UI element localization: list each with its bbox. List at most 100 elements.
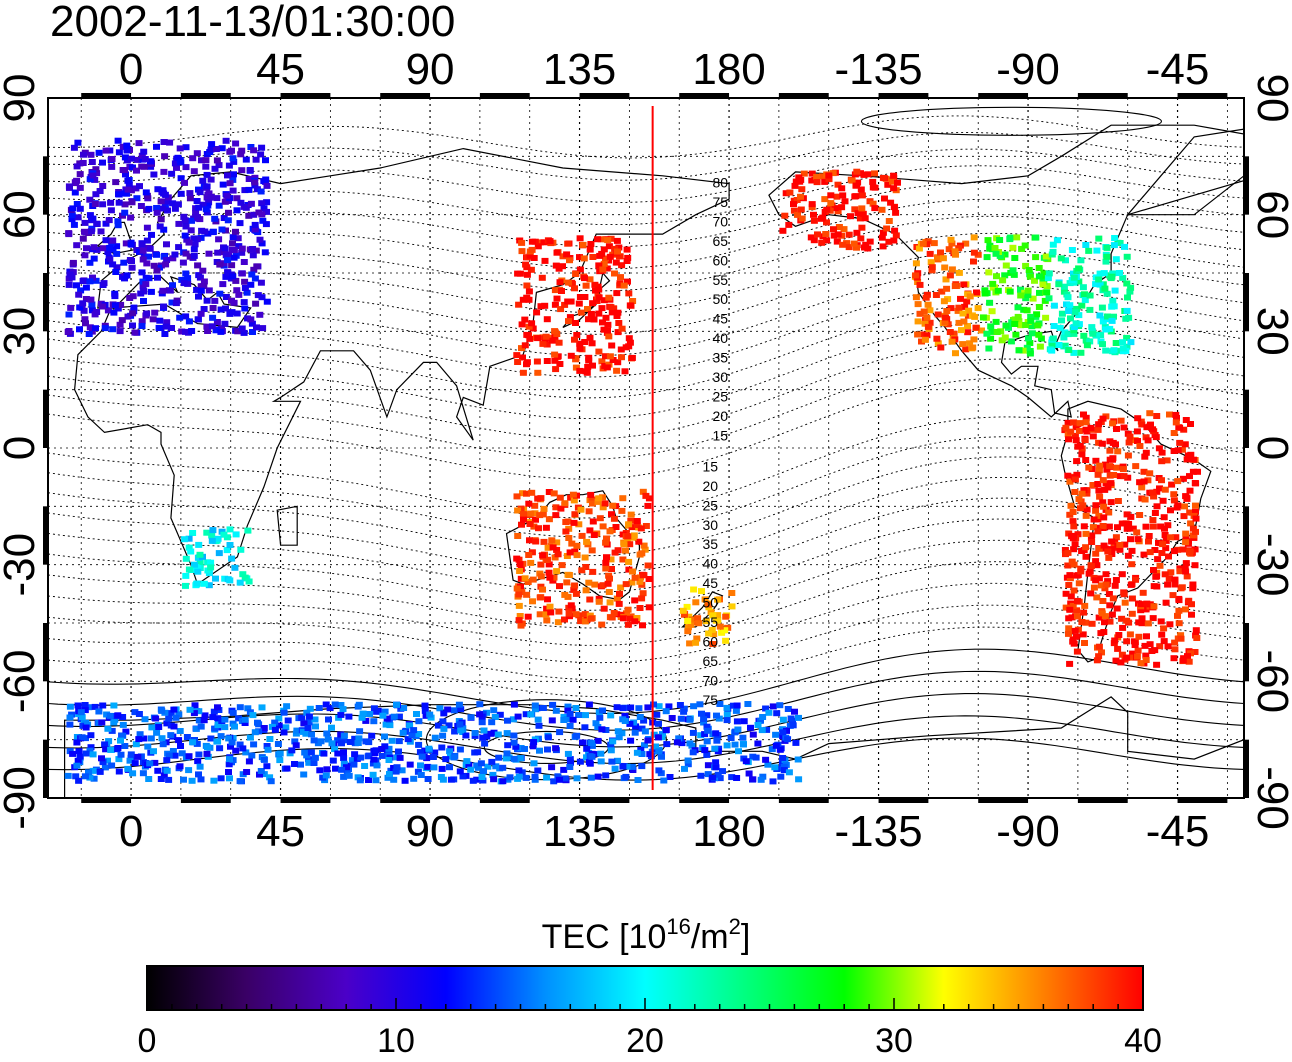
tec-cell <box>189 155 197 162</box>
tec-cell <box>121 201 129 208</box>
tec-cell <box>1095 487 1103 494</box>
tec-cell <box>531 773 539 780</box>
tec-cell <box>175 711 183 718</box>
tec-cell <box>633 522 641 528</box>
tec-cell <box>1134 647 1142 654</box>
tec-cell <box>527 711 535 718</box>
tec-cell <box>514 359 522 365</box>
tec-cell <box>259 217 267 224</box>
frame-tick-top <box>579 93 630 98</box>
tec-cell <box>1092 281 1100 288</box>
tec-cell <box>1119 624 1127 631</box>
tec-cell <box>776 746 784 753</box>
tec-cell <box>233 310 241 317</box>
tec-cell <box>390 713 398 720</box>
tec-cell <box>561 775 569 782</box>
tec-cell <box>602 565 610 572</box>
tec-cell <box>135 711 143 717</box>
tec-cell <box>519 511 527 518</box>
tec-cell <box>625 290 633 297</box>
tec-cell <box>176 145 184 152</box>
tec-cell <box>365 777 372 783</box>
tec-cell <box>1105 509 1113 516</box>
tec-cell <box>346 739 354 745</box>
tec-cell <box>89 767 97 774</box>
tec-cell <box>571 285 578 292</box>
tec-cell <box>1170 548 1178 555</box>
tec-cell <box>437 774 445 780</box>
tec-cell <box>75 777 83 784</box>
tec-cell <box>131 329 139 336</box>
tec-cell <box>1111 287 1119 294</box>
tec-cell <box>1169 592 1177 599</box>
tec-cell <box>541 257 549 264</box>
tec-cell <box>1107 480 1115 487</box>
tec-cell <box>843 240 851 247</box>
tec-cell <box>562 528 570 535</box>
tec-cell <box>537 573 545 580</box>
tec-cell <box>86 196 94 203</box>
tec-cell <box>1127 284 1135 291</box>
tec-cell <box>1064 331 1072 338</box>
tec-cell <box>381 733 388 740</box>
tec-cell <box>211 297 219 304</box>
tec-cell <box>1109 297 1117 304</box>
tec-cell <box>782 190 790 197</box>
tec-cell <box>416 749 424 756</box>
tec-cell <box>1176 439 1184 446</box>
tec-cell <box>1061 342 1069 349</box>
tec-cell <box>924 323 932 330</box>
tec-cell <box>182 164 190 171</box>
tec-cell <box>237 199 245 206</box>
tec-cell <box>1116 542 1124 548</box>
tec-cell <box>442 756 450 763</box>
tec-cell <box>196 274 204 281</box>
tec-cell <box>158 735 166 742</box>
tec-cell <box>1108 538 1116 545</box>
tec-cell <box>253 263 261 270</box>
tec-cell <box>716 701 724 707</box>
tec-cell <box>368 732 376 739</box>
tec-cell <box>1109 270 1117 277</box>
tec-cell <box>728 774 736 781</box>
tec-cell <box>260 178 268 185</box>
tec-cell <box>1123 511 1131 518</box>
tec-cell <box>723 711 731 718</box>
tec-cell <box>1121 599 1129 606</box>
tec-cell <box>111 293 119 300</box>
tec-cell <box>642 492 650 499</box>
tec-cell <box>1158 458 1166 465</box>
tec-cell <box>276 757 284 764</box>
tec-cell <box>104 757 111 764</box>
tec-cell <box>1066 302 1074 309</box>
frame-tick-bottom <box>1077 798 1128 803</box>
tec-cell <box>107 746 115 753</box>
tec-cell <box>673 739 681 746</box>
tec-cell <box>857 235 865 242</box>
tec-cell <box>323 766 331 773</box>
tec-cell <box>595 495 603 502</box>
tec-cell <box>153 251 160 258</box>
tec-cell <box>328 724 335 731</box>
right-tick-label: -90 <box>1248 766 1292 830</box>
tec-cell <box>207 559 215 566</box>
tec-cell <box>1024 292 1032 298</box>
tec-cell <box>136 183 143 190</box>
tec-cell <box>625 566 633 573</box>
tec-cell <box>704 771 712 778</box>
tec-cell <box>305 759 313 766</box>
tec-cell <box>623 763 631 770</box>
tec-cell <box>408 731 416 738</box>
tec-cell <box>958 327 965 334</box>
tec-cell <box>241 716 249 723</box>
tec-cell <box>615 244 623 251</box>
contour-line <box>48 232 1244 314</box>
tec-cell <box>1089 482 1097 488</box>
left-tick-label: 60 <box>0 190 44 239</box>
tec-cell <box>602 727 610 733</box>
tec-cell <box>153 209 161 216</box>
contour-label-north: 50 <box>712 291 728 307</box>
frame-tick-bottom <box>679 798 730 803</box>
tec-cell <box>119 167 127 173</box>
tec-cell <box>1080 332 1088 339</box>
